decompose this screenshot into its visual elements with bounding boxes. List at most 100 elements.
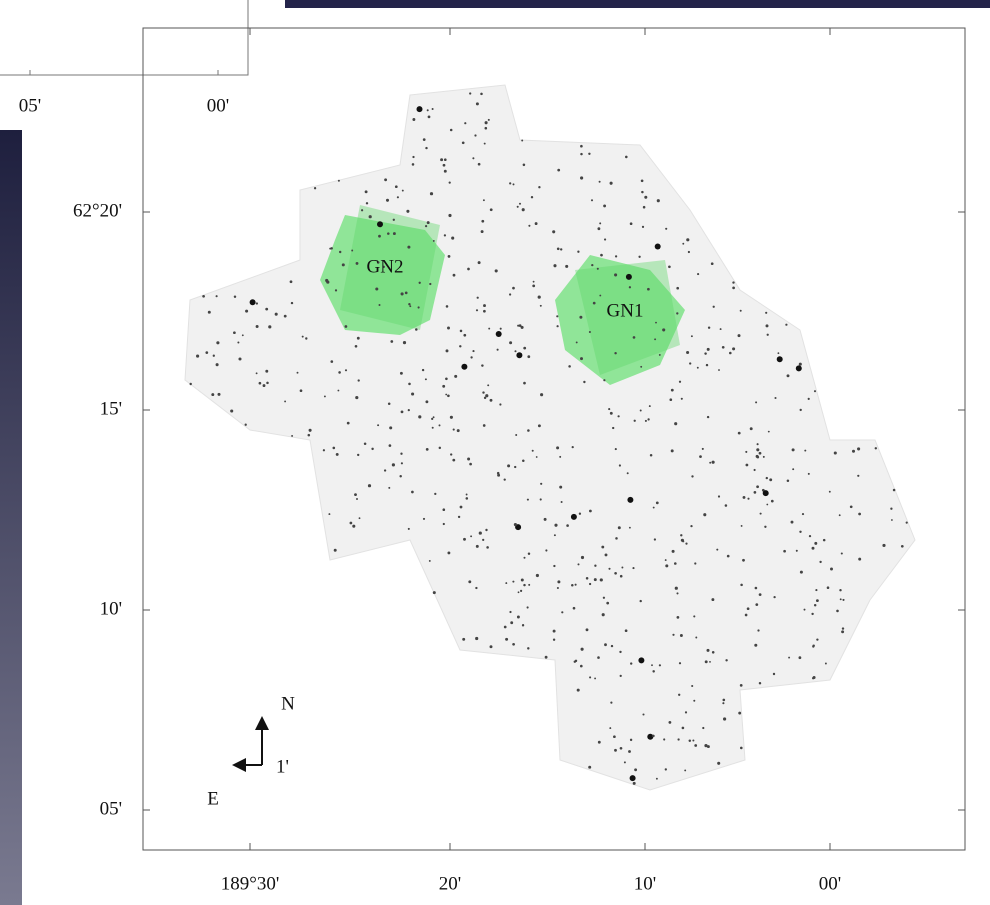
point-source xyxy=(705,363,709,367)
point-source xyxy=(464,122,467,125)
point-source xyxy=(429,282,432,286)
y-tick-label: 10' xyxy=(100,598,122,619)
point-source xyxy=(747,497,750,500)
point-source xyxy=(499,327,502,330)
point-source xyxy=(447,551,451,555)
point-source xyxy=(710,262,714,266)
point-source xyxy=(689,362,692,365)
point-source xyxy=(489,645,493,649)
point-source xyxy=(814,541,818,545)
point-source xyxy=(740,583,743,587)
point-source xyxy=(559,485,563,489)
point-source xyxy=(443,158,447,162)
point-source xyxy=(268,325,272,329)
point-source xyxy=(680,538,684,542)
point-source xyxy=(754,643,758,647)
point-source xyxy=(553,264,557,268)
point-source xyxy=(629,222,633,226)
point-source xyxy=(857,474,860,477)
point-source xyxy=(628,286,632,289)
point-source xyxy=(691,475,694,478)
point-source xyxy=(487,384,490,387)
point-source xyxy=(408,302,411,306)
point-source xyxy=(599,294,602,297)
point-source xyxy=(329,247,332,250)
point-source xyxy=(647,287,650,291)
point-source xyxy=(625,273,632,280)
point-source xyxy=(678,693,681,696)
point-source xyxy=(481,364,484,367)
point-source xyxy=(429,192,434,196)
point-source xyxy=(756,455,760,459)
point-source xyxy=(367,484,372,488)
point-source xyxy=(334,289,338,292)
point-source xyxy=(391,463,395,467)
point-source xyxy=(644,419,647,422)
north-label: N xyxy=(281,693,295,714)
point-source xyxy=(483,142,486,145)
point-source xyxy=(597,227,601,231)
point-source xyxy=(387,232,390,235)
point-source xyxy=(537,295,541,299)
point-source xyxy=(402,341,407,345)
point-source xyxy=(613,735,616,739)
field-patch xyxy=(575,260,680,375)
point-source xyxy=(724,504,728,507)
point-source xyxy=(882,543,886,547)
field-patch xyxy=(340,205,440,330)
point-source xyxy=(732,281,735,284)
point-source xyxy=(617,526,621,530)
point-source xyxy=(537,424,541,428)
point-source xyxy=(483,309,486,313)
point-source xyxy=(530,195,534,199)
point-source xyxy=(740,746,743,750)
point-source xyxy=(255,325,259,328)
point-source xyxy=(400,410,404,414)
point-source xyxy=(726,554,730,558)
point-source xyxy=(707,326,711,329)
point-source xyxy=(580,647,584,651)
point-source xyxy=(434,492,437,496)
point-source xyxy=(452,428,455,431)
point-source xyxy=(813,390,817,393)
point-source xyxy=(648,405,651,408)
point-source xyxy=(629,738,633,742)
point-source xyxy=(523,381,526,385)
point-source xyxy=(459,329,463,333)
point-source xyxy=(411,392,415,396)
point-source xyxy=(503,478,506,481)
point-source xyxy=(448,213,452,218)
point-source xyxy=(411,490,414,494)
point-source xyxy=(826,586,830,589)
point-source xyxy=(290,301,294,305)
point-source xyxy=(389,426,393,430)
point-source xyxy=(495,331,502,337)
point-source xyxy=(676,616,680,619)
point-source xyxy=(639,409,642,412)
point-source xyxy=(518,324,522,327)
point-source xyxy=(447,394,450,398)
point-source xyxy=(289,280,293,284)
point-source xyxy=(510,621,514,625)
point-source xyxy=(776,356,783,363)
point-source xyxy=(892,488,896,492)
point-source xyxy=(371,447,374,451)
point-source xyxy=(838,514,841,517)
point-source xyxy=(424,378,427,381)
point-source xyxy=(612,426,615,430)
point-source xyxy=(330,360,334,363)
point-source xyxy=(447,326,450,330)
point-source xyxy=(566,524,569,527)
point-source xyxy=(773,595,776,599)
point-source xyxy=(544,655,548,659)
point-source xyxy=(442,508,446,512)
point-source xyxy=(383,469,387,472)
point-source xyxy=(673,562,677,565)
point-source xyxy=(469,462,472,466)
point-source xyxy=(670,388,674,392)
point-source xyxy=(602,596,606,599)
point-source xyxy=(356,336,360,340)
point-source xyxy=(753,491,757,494)
point-source xyxy=(709,660,711,663)
point-source xyxy=(754,586,758,590)
